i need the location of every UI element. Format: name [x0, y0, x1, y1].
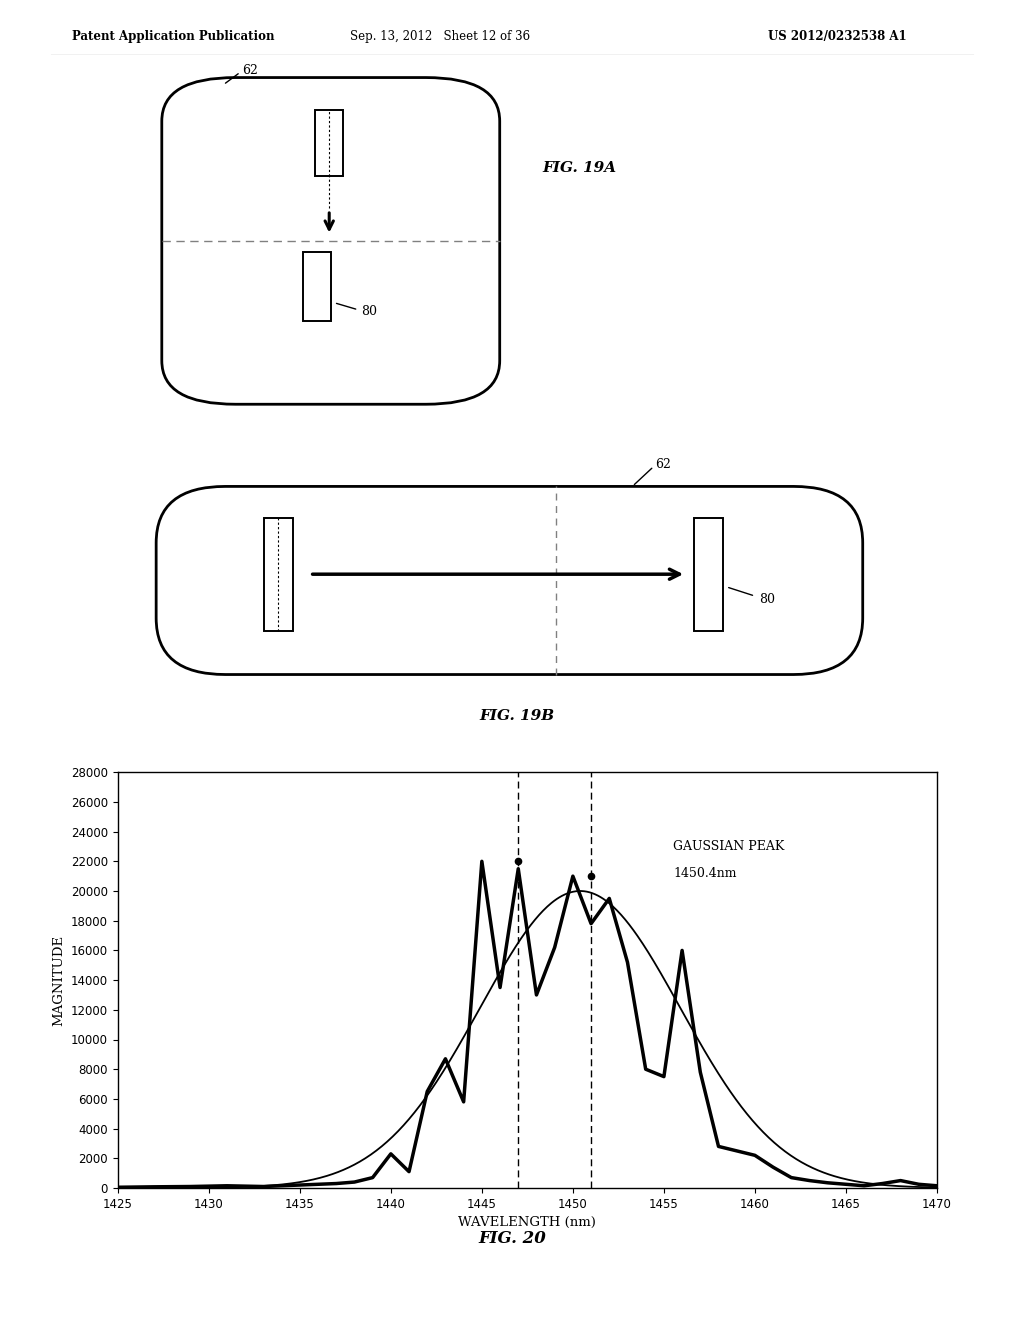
Bar [694, 517, 723, 631]
Text: FIG. 19A: FIG. 19A [543, 161, 616, 176]
FancyBboxPatch shape [162, 78, 500, 404]
Text: 62: 62 [242, 63, 258, 77]
Bar [303, 252, 331, 321]
Text: 80: 80 [361, 305, 378, 318]
Bar [264, 517, 293, 631]
Text: GAUSSIAN PEAK: GAUSSIAN PEAK [673, 840, 784, 853]
Text: FIG. 19B: FIG. 19B [479, 709, 555, 723]
Text: US 2012/0232538 A1: US 2012/0232538 A1 [768, 29, 906, 42]
Text: Patent Application Publication: Patent Application Publication [72, 29, 274, 42]
FancyBboxPatch shape [156, 487, 863, 675]
Text: 80: 80 [759, 593, 775, 606]
Text: FIG. 20: FIG. 20 [478, 1230, 546, 1246]
Text: 62: 62 [655, 458, 672, 471]
Y-axis label: MAGNITUDE: MAGNITUDE [52, 935, 66, 1026]
Text: Sep. 13, 2012   Sheet 12 of 36: Sep. 13, 2012 Sheet 12 of 36 [350, 29, 530, 42]
Text: 1450.4nm: 1450.4nm [673, 867, 736, 879]
Bar [315, 111, 343, 176]
X-axis label: WAVELENGTH (nm): WAVELENGTH (nm) [459, 1216, 596, 1229]
